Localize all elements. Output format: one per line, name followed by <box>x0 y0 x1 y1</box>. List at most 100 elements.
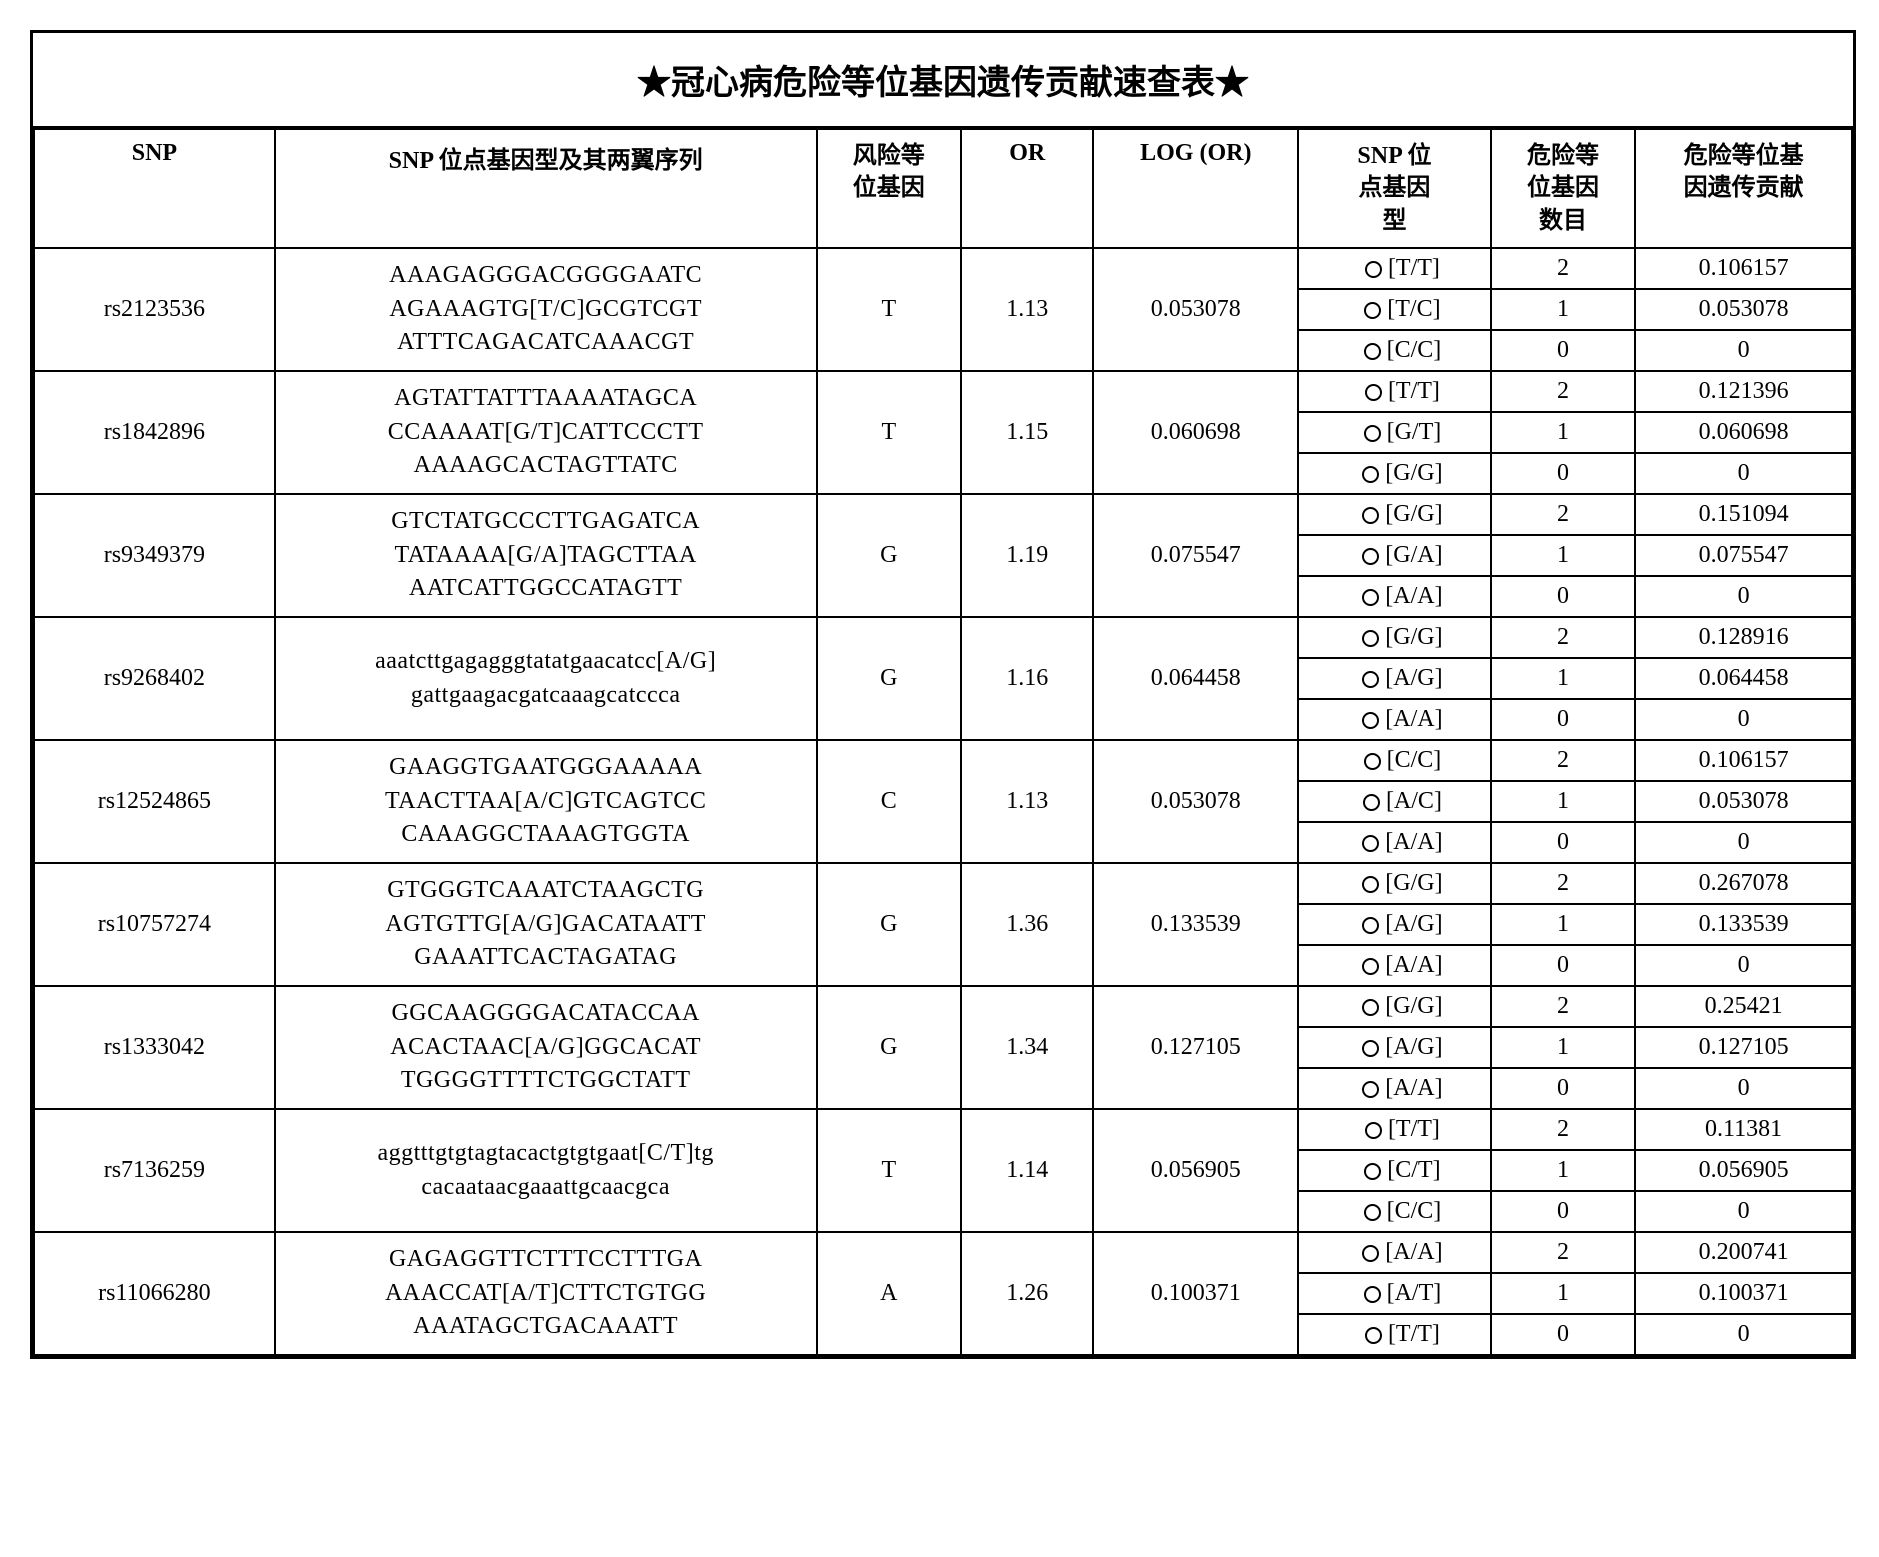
snp-id: rs1842896 <box>34 371 275 494</box>
radio-icon[interactable] <box>1364 753 1381 770</box>
genetic-contribution: 0 <box>1635 1068 1852 1109</box>
genotype-option[interactable]: [T/C] <box>1298 289 1491 330</box>
genetic-contribution: 0 <box>1635 330 1852 371</box>
radio-icon[interactable] <box>1362 1245 1379 1262</box>
genotype-option[interactable]: [A/A] <box>1298 1232 1491 1273</box>
radio-icon[interactable] <box>1362 630 1379 647</box>
genotype-label: [G/A] <box>1385 542 1442 568</box>
hdr-or: OR <box>961 129 1093 248</box>
allele-count: 1 <box>1491 781 1635 822</box>
table-row: rs1333042GGCAAGGGGACATACCAAACACTAAC[A/G]… <box>34 986 1852 1027</box>
genotype-option[interactable]: [T/T] <box>1298 1314 1491 1355</box>
radio-icon[interactable] <box>1364 302 1381 319</box>
allele-count: 1 <box>1491 904 1635 945</box>
sequence-line: TAACTTAA[A/C]GTCAGTCC <box>280 785 812 819</box>
genetic-contribution: 0 <box>1635 576 1852 617</box>
genotype-option[interactable]: [A/T] <box>1298 1273 1491 1314</box>
genotype-option[interactable]: [G/G] <box>1298 863 1491 904</box>
snp-id: rs1333042 <box>34 986 275 1109</box>
genotype-option[interactable]: [A/G] <box>1298 658 1491 699</box>
genetic-contribution: 0.11381 <box>1635 1109 1852 1150</box>
radio-icon[interactable] <box>1362 466 1379 483</box>
odds-ratio: 1.14 <box>961 1109 1093 1232</box>
genotype-option[interactable]: [T/T] <box>1298 248 1491 289</box>
genotype-option[interactable]: [C/C] <box>1298 1191 1491 1232</box>
genetic-contribution: 0.200741 <box>1635 1232 1852 1273</box>
sequence-line: AGAAAGTG[T/C]GCGTCGT <box>280 293 812 327</box>
radio-icon[interactable] <box>1364 1163 1381 1180</box>
allele-count: 1 <box>1491 658 1635 699</box>
allele-count: 1 <box>1491 289 1635 330</box>
flanking-sequence: AGTATTATTTAAAATAGCACCAAAAT[G/T]CATTCCCTT… <box>275 371 817 494</box>
snp-id: rs9268402 <box>34 617 275 740</box>
radio-icon[interactable] <box>1362 548 1379 565</box>
genotype-label: [T/T] <box>1388 378 1440 404</box>
genotype-option[interactable]: [C/C] <box>1298 740 1491 781</box>
radio-icon[interactable] <box>1362 917 1379 934</box>
radio-icon[interactable] <box>1362 507 1379 524</box>
sequence-line: ATTTCAGACATCAAACGT <box>280 326 812 360</box>
genotype-option[interactable]: [A/A] <box>1298 822 1491 863</box>
header-row: SNP SNP 位点基因型及其两翼序列 风险等 位基因 OR LOG (OR) … <box>34 129 1852 248</box>
allele-count: 2 <box>1491 494 1635 535</box>
risk-allele: G <box>817 617 961 740</box>
genotype-option[interactable]: [G/A] <box>1298 535 1491 576</box>
radio-icon[interactable] <box>1364 1286 1381 1303</box>
hdr-risk-allele: 风险等 位基因 <box>817 129 961 248</box>
sequence-line: cacaataacgaaattgcaacgca <box>280 1171 812 1205</box>
genotype-option[interactable]: [T/T] <box>1298 1109 1491 1150</box>
radio-icon[interactable] <box>1362 1040 1379 1057</box>
allele-count: 1 <box>1491 1150 1635 1191</box>
log-or: 0.075547 <box>1093 494 1298 617</box>
genotype-label: [G/G] <box>1385 501 1442 527</box>
genotype-option[interactable]: [A/A] <box>1298 1068 1491 1109</box>
genetic-contribution: 0 <box>1635 945 1852 986</box>
radio-icon[interactable] <box>1362 999 1379 1016</box>
radio-icon[interactable] <box>1364 343 1381 360</box>
log-or: 0.056905 <box>1093 1109 1298 1232</box>
genotype-option[interactable]: [C/T] <box>1298 1150 1491 1191</box>
genotype-option[interactable]: [A/A] <box>1298 945 1491 986</box>
genotype-option[interactable]: [G/G] <box>1298 494 1491 535</box>
allele-count: 0 <box>1491 576 1635 617</box>
radio-icon[interactable] <box>1365 1122 1382 1139</box>
radio-icon[interactable] <box>1365 261 1382 278</box>
radio-icon[interactable] <box>1364 425 1381 442</box>
radio-icon[interactable] <box>1362 1081 1379 1098</box>
sequence-line: GGCAAGGGGACATACCAA <box>280 997 812 1031</box>
genetic-contribution: 0.133539 <box>1635 904 1852 945</box>
radio-icon[interactable] <box>1363 794 1380 811</box>
genetic-contribution: 0.100371 <box>1635 1273 1852 1314</box>
radio-icon[interactable] <box>1362 876 1379 893</box>
genotype-option[interactable]: [A/A] <box>1298 699 1491 740</box>
genotype-option[interactable]: [G/G] <box>1298 453 1491 494</box>
allele-count: 2 <box>1491 986 1635 1027</box>
radio-icon[interactable] <box>1362 712 1379 729</box>
radio-icon[interactable] <box>1365 384 1382 401</box>
genotype-label: [T/T] <box>1388 1321 1440 1347</box>
genotype-option[interactable]: [A/G] <box>1298 904 1491 945</box>
odds-ratio: 1.34 <box>961 986 1093 1109</box>
snp-table: SNP SNP 位点基因型及其两翼序列 风险等 位基因 OR LOG (OR) … <box>33 128 1853 1356</box>
genotype-option[interactable]: [C/C] <box>1298 330 1491 371</box>
allele-count: 0 <box>1491 1068 1635 1109</box>
genetic-contribution: 0.128916 <box>1635 617 1852 658</box>
radio-icon[interactable] <box>1362 589 1379 606</box>
radio-icon[interactable] <box>1362 958 1379 975</box>
genotype-option[interactable]: [A/C] <box>1298 781 1491 822</box>
radio-icon[interactable] <box>1362 671 1379 688</box>
genotype-option[interactable]: [G/T] <box>1298 412 1491 453</box>
genotype-option[interactable]: [G/G] <box>1298 617 1491 658</box>
genotype-option[interactable]: [A/A] <box>1298 576 1491 617</box>
genotype-option[interactable]: [A/G] <box>1298 1027 1491 1068</box>
radio-icon[interactable] <box>1364 1204 1381 1221</box>
genotype-label: [A/T] <box>1387 1280 1442 1306</box>
radio-icon[interactable] <box>1365 1327 1382 1344</box>
genotype-option[interactable]: [T/T] <box>1298 371 1491 412</box>
table-row: rs12524865GAAGGTGAATGGGAAAAATAACTTAA[A/C… <box>34 740 1852 781</box>
radio-icon[interactable] <box>1362 835 1379 852</box>
odds-ratio: 1.26 <box>961 1232 1093 1355</box>
genotype-option[interactable]: [G/G] <box>1298 986 1491 1027</box>
odds-ratio: 1.13 <box>961 740 1093 863</box>
risk-allele: T <box>817 248 961 371</box>
